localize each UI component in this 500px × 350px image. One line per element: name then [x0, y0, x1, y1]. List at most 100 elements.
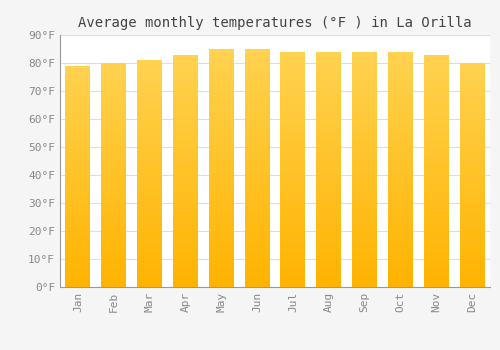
Bar: [460, 167, 484, 168]
Bar: [101, 140, 126, 141]
Bar: [244, 263, 270, 264]
Bar: [173, 69, 198, 70]
Bar: [460, 201, 484, 202]
Bar: [352, 156, 377, 158]
Bar: [137, 69, 162, 70]
Bar: [101, 102, 126, 103]
Bar: [137, 75, 162, 76]
Bar: [244, 257, 270, 258]
Bar: [316, 132, 342, 133]
Bar: [460, 126, 484, 127]
Bar: [208, 187, 234, 188]
Bar: [173, 248, 198, 250]
Bar: [208, 164, 234, 166]
Bar: [388, 114, 413, 115]
Bar: [244, 191, 270, 192]
Bar: [388, 273, 413, 274]
Bar: [101, 183, 126, 184]
Bar: [424, 217, 449, 218]
Bar: [66, 249, 90, 251]
Bar: [424, 185, 449, 186]
Bar: [316, 134, 342, 135]
Bar: [388, 73, 413, 74]
Bar: [244, 98, 270, 99]
Bar: [137, 91, 162, 92]
Bar: [460, 147, 484, 148]
Bar: [280, 128, 305, 130]
Bar: [244, 120, 270, 121]
Bar: [352, 136, 377, 138]
Bar: [316, 185, 342, 186]
Bar: [137, 66, 162, 67]
Bar: [280, 95, 305, 97]
Bar: [424, 120, 449, 121]
Bar: [244, 278, 270, 279]
Bar: [173, 116, 198, 117]
Bar: [173, 190, 198, 192]
Bar: [208, 286, 234, 287]
Bar: [244, 213, 270, 215]
Bar: [101, 156, 126, 157]
Bar: [244, 216, 270, 217]
Bar: [137, 120, 162, 121]
Bar: [460, 177, 484, 178]
Bar: [352, 259, 377, 260]
Bar: [173, 64, 198, 65]
Bar: [316, 80, 342, 81]
Bar: [173, 259, 198, 260]
Bar: [66, 164, 90, 165]
Bar: [352, 271, 377, 272]
Bar: [460, 118, 484, 119]
Bar: [424, 218, 449, 219]
Bar: [173, 215, 198, 216]
Bar: [352, 65, 377, 66]
Bar: [352, 86, 377, 87]
Bar: [280, 155, 305, 156]
Bar: [208, 143, 234, 144]
Bar: [101, 219, 126, 220]
Bar: [66, 142, 90, 143]
Bar: [66, 255, 90, 256]
Bar: [424, 267, 449, 268]
Bar: [137, 174, 162, 175]
Bar: [316, 265, 342, 266]
Bar: [208, 204, 234, 205]
Bar: [460, 109, 484, 110]
Bar: [66, 261, 90, 262]
Bar: [352, 227, 377, 228]
Bar: [352, 257, 377, 258]
Bar: [316, 68, 342, 69]
Bar: [352, 164, 377, 166]
Bar: [316, 276, 342, 278]
Bar: [66, 132, 90, 133]
Bar: [388, 97, 413, 98]
Bar: [66, 227, 90, 229]
Bar: [424, 170, 449, 171]
Bar: [244, 52, 270, 54]
Bar: [173, 87, 198, 88]
Bar: [424, 275, 449, 276]
Bar: [316, 239, 342, 240]
Bar: [101, 276, 126, 277]
Bar: [66, 70, 90, 71]
Bar: [137, 168, 162, 169]
Bar: [316, 279, 342, 280]
Bar: [460, 222, 484, 223]
Bar: [280, 264, 305, 265]
Bar: [173, 86, 198, 87]
Bar: [280, 170, 305, 172]
Bar: [460, 148, 484, 149]
Bar: [316, 240, 342, 241]
Bar: [388, 272, 413, 273]
Bar: [137, 179, 162, 180]
Bar: [66, 194, 90, 195]
Bar: [460, 120, 484, 121]
Bar: [316, 253, 342, 254]
Bar: [460, 85, 484, 86]
Bar: [244, 284, 270, 285]
Bar: [137, 84, 162, 85]
Bar: [244, 54, 270, 55]
Bar: [388, 189, 413, 190]
Bar: [66, 276, 90, 277]
Bar: [137, 229, 162, 230]
